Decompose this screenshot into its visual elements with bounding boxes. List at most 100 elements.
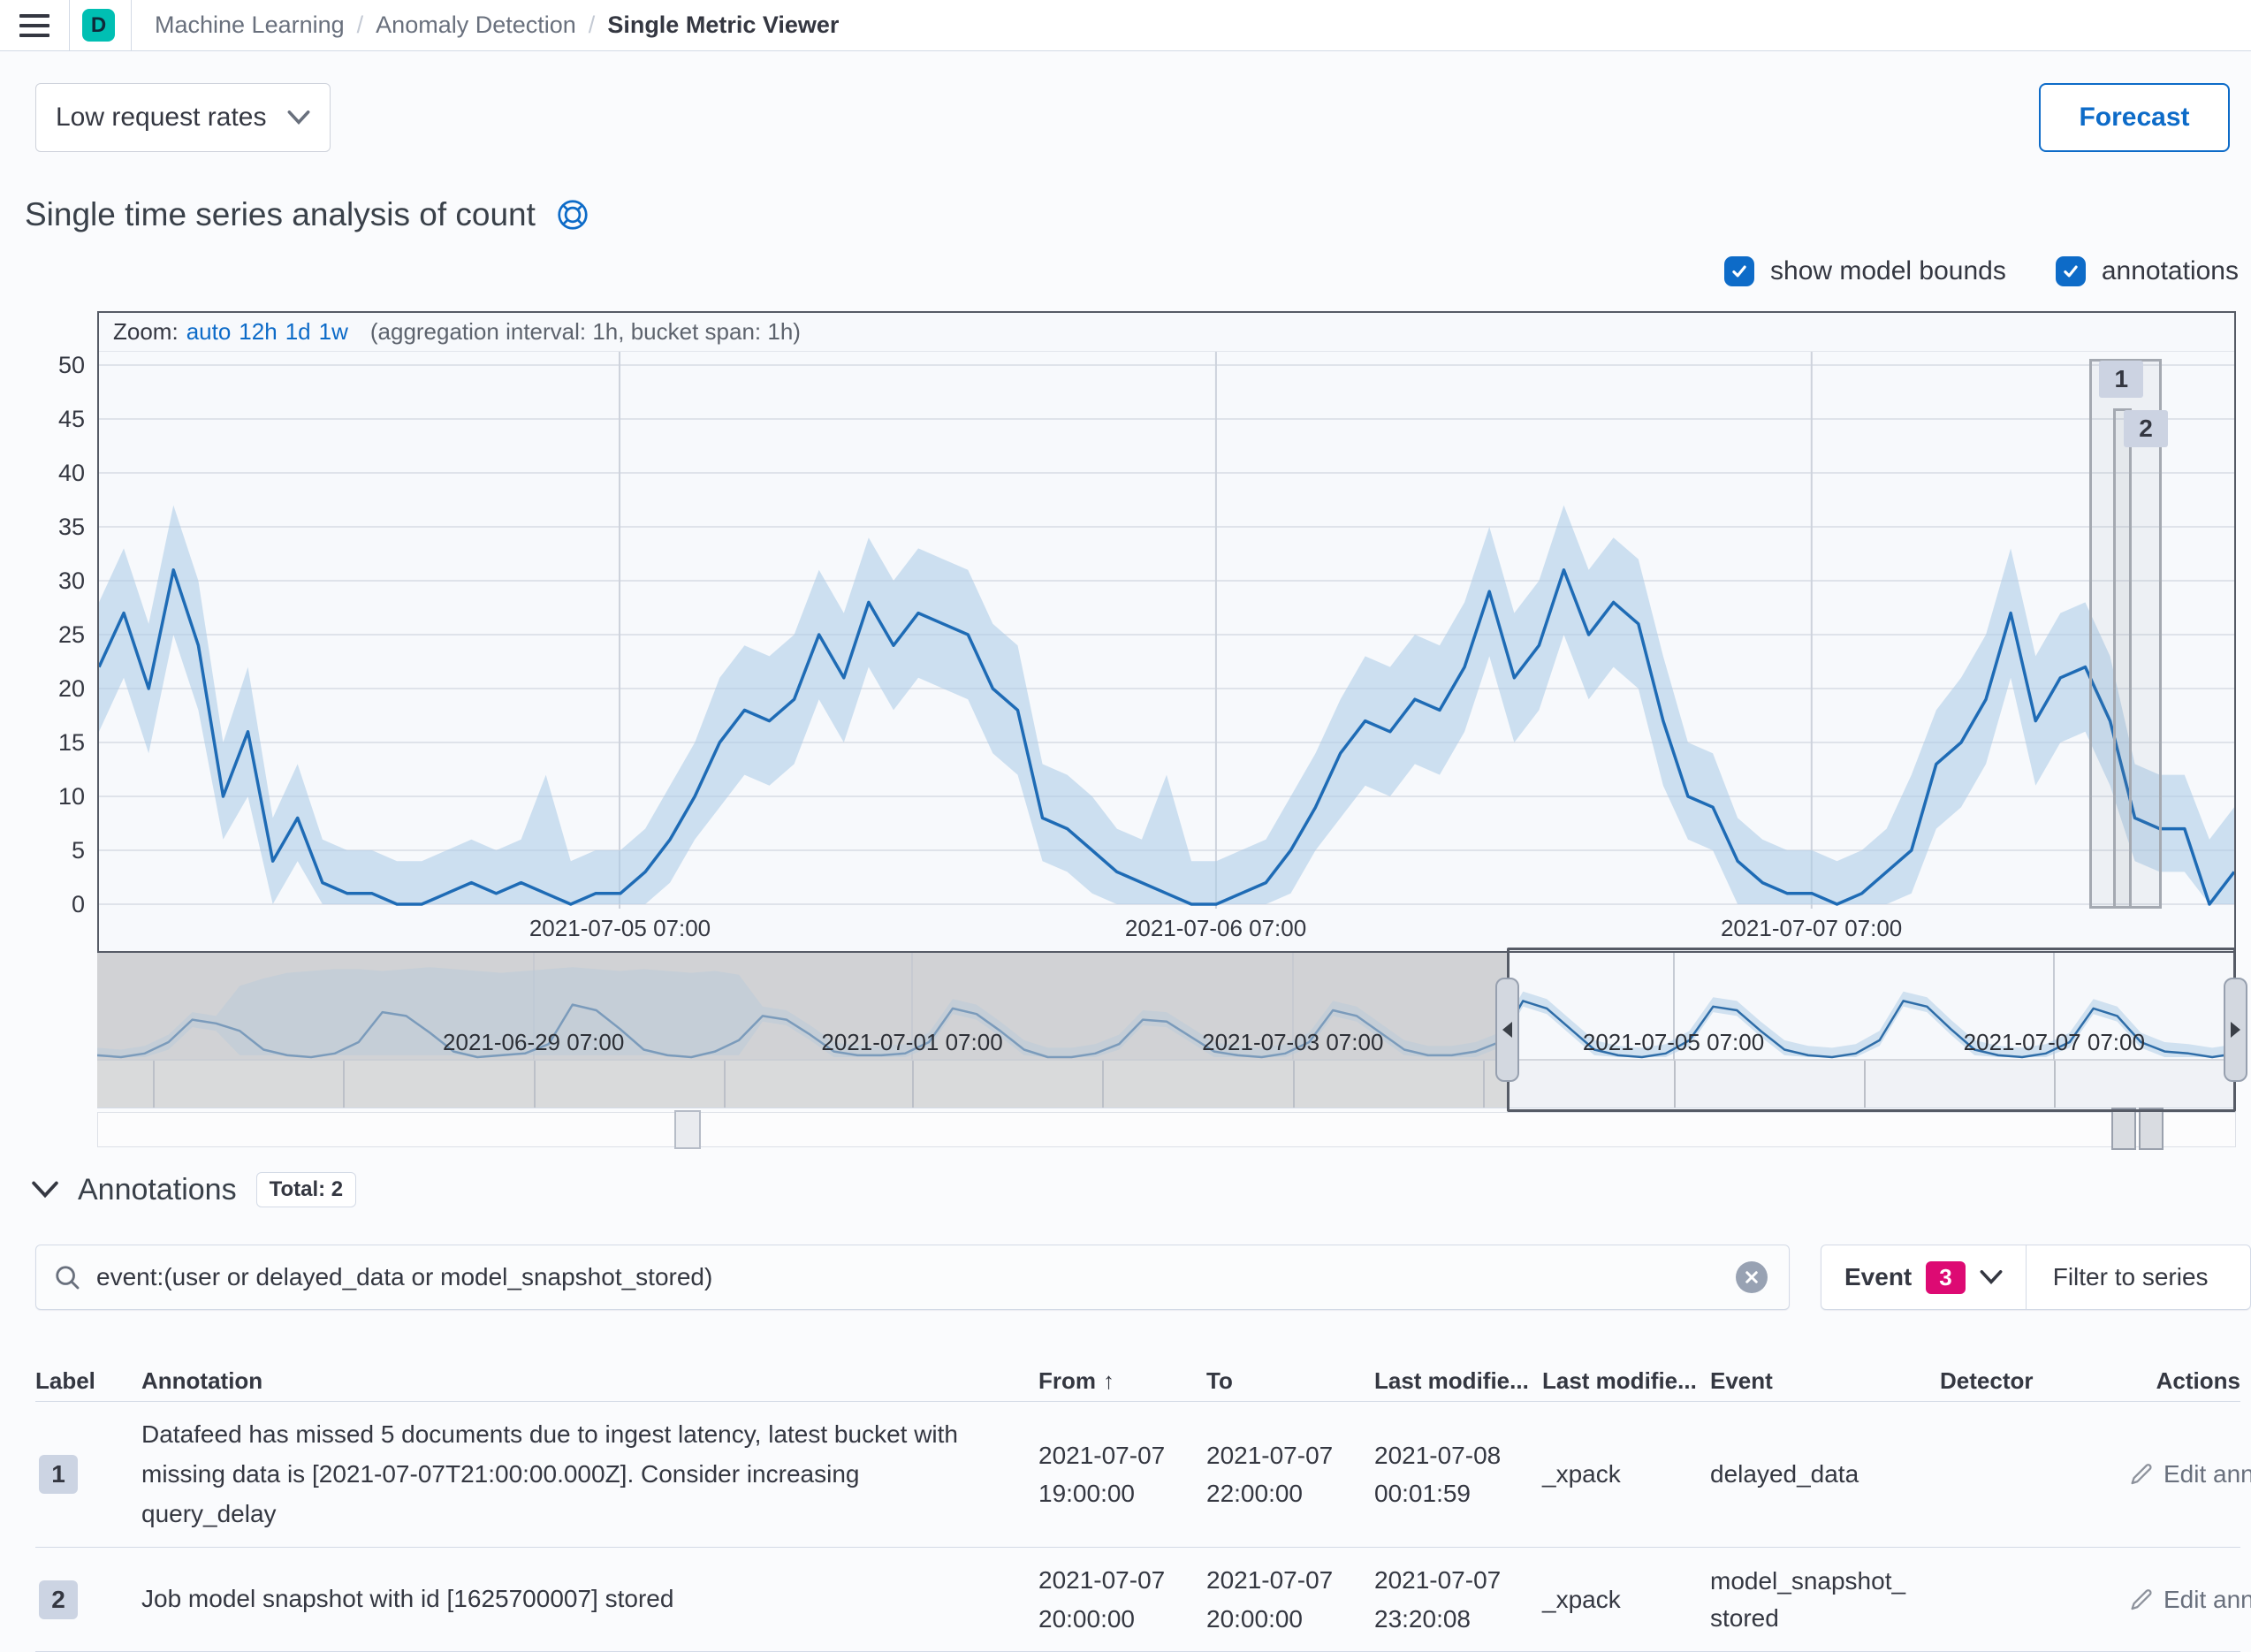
day-separator (912, 1061, 915, 1108)
breadcrumb-anomaly-detection[interactable]: Anomaly Detection (376, 11, 576, 38)
topbar-divider (69, 0, 70, 51)
brush-right-handle[interactable] (2223, 978, 2247, 1082)
zoom-1d-link[interactable]: 1d (285, 318, 311, 345)
annotations-filter-panel: Event 3 Filter to series (1821, 1245, 2251, 1310)
topbar-divider (131, 0, 132, 51)
job-selector-dropdown[interactable]: Low request rates (35, 83, 331, 152)
to-cell: 2021-07-07 20:00:00 (1206, 1566, 1334, 1633)
y-axis-label: 50 (57, 352, 85, 378)
day-separator (152, 1061, 155, 1108)
y-axis: 0 5 10 15 20 25 30 35 40 45 50 (27, 352, 85, 917)
edit-annotation-button[interactable]: Edit annotation (2130, 1460, 2251, 1488)
show-model-bounds-checkbox-group[interactable]: show model bounds (1724, 256, 2006, 286)
annotation-text: Job model snapshot with id [1625700007] … (141, 1585, 674, 1613)
annotation-text: Datafeed has missed 5 documents due to i… (141, 1420, 958, 1527)
collapse-chevron-icon[interactable] (32, 1181, 58, 1199)
filter-to-series-button[interactable]: Filter to series (2025, 1245, 2235, 1309)
annotation-band-1[interactable] (2088, 359, 2162, 909)
column-header-event[interactable]: Event (1710, 1367, 1773, 1394)
annotations-checkbox-group[interactable]: annotations (2055, 256, 2239, 286)
y-axis-label: 25 (57, 621, 85, 648)
context-chart[interactable]: 2021-06-29 07:00 2021-07-01 07:00 2021-0… (97, 948, 2247, 1112)
sort-ascending-icon: ↑ (1103, 1367, 1114, 1394)
last-modified-by-cell: _xpack (1542, 1460, 1621, 1488)
edit-annotation-button[interactable]: Edit annotation (2130, 1586, 2251, 1614)
column-header-annotation[interactable]: Annotation (141, 1367, 263, 1394)
space-avatar[interactable]: D (82, 9, 115, 42)
time-selection-brush[interactable] (1494, 948, 2247, 1112)
event-cell: delayed_data (1710, 1460, 1859, 1488)
breadcrumb-separator: / (356, 11, 364, 38)
day-separator (1673, 1061, 1676, 1108)
anomaly-ring-icon[interactable] (555, 197, 590, 232)
top-navigation-bar: D Machine Learning / Anomaly Detection /… (0, 0, 2251, 51)
focus-chart-svg (99, 352, 2234, 909)
day-separator (533, 1061, 536, 1108)
last-modified-cell: 2021-07-08 00:01:59 (1374, 1441, 1502, 1508)
pencil-icon (2131, 1464, 2152, 1485)
annotations-search-input[interactable] (96, 1263, 1736, 1291)
zoom-1w-link[interactable]: 1w (318, 318, 348, 345)
day-separator (2054, 1061, 2057, 1108)
column-header-detector[interactable]: Detector (1940, 1367, 2034, 1394)
column-header-to[interactable]: To (1206, 1367, 1233, 1394)
track-resize-handle[interactable] (2111, 1108, 2166, 1150)
event-filter-dropdown[interactable]: Event 3 (1821, 1245, 2026, 1309)
annotation-label-chip: 2 (39, 1580, 78, 1619)
day-separator (1863, 1061, 1866, 1108)
from-cell: 2021-07-07 19:00:00 (1038, 1441, 1166, 1508)
day-separator (1483, 1061, 1486, 1108)
pencil-icon (2131, 1588, 2152, 1610)
checkbox-checked-icon[interactable] (2055, 256, 2086, 286)
annotation-band-2[interactable] (2113, 408, 2133, 909)
column-header-from[interactable]: From ↑ (1038, 1367, 1114, 1394)
context-x-axis-label: 2021-06-29 07:00 (443, 1029, 625, 1055)
y-axis-label: 40 (57, 460, 85, 486)
breadcrumb-machine-learning[interactable]: Machine Learning (155, 11, 345, 38)
zoom-auto-link[interactable]: auto (186, 318, 232, 345)
column-header-actions: Actions (2156, 1367, 2240, 1394)
y-axis-label: 30 (57, 567, 85, 594)
annotations-checkbox-label: annotations (2101, 256, 2239, 285)
swimlane[interactable] (97, 1061, 2236, 1108)
context-x-axis-label: 2021-07-01 07:00 (821, 1029, 1003, 1055)
context-x-axis-label: 2021-07-03 07:00 (1202, 1029, 1384, 1055)
track-handle[interactable] (674, 1110, 701, 1149)
swimlane-dimmed-region (97, 1061, 1507, 1108)
aggregation-note: (aggregation interval: 1h, bucket span: … (369, 318, 801, 345)
from-cell: 2021-07-07 20:00:00 (1038, 1566, 1166, 1633)
brush-left-handle[interactable] (1494, 978, 1519, 1082)
event-cell: model_snapshot_stored (1710, 1566, 1906, 1632)
annotation-marker-1[interactable]: 1 (2099, 361, 2144, 398)
breadcrumb-current-page: Single Metric Viewer (607, 11, 840, 38)
focus-chart[interactable]: 1 2 (99, 352, 2234, 909)
forecast-button[interactable]: Forecast (2039, 83, 2230, 152)
breadcrumb: Machine Learning / Anomaly Detection / S… (155, 11, 839, 39)
context-x-axis-label: 2021-07-05 07:00 (1582, 1029, 1765, 1055)
column-header-last-modified-by[interactable]: Last modifie... (1542, 1367, 1697, 1394)
context-chart-svg (97, 953, 2236, 1061)
focus-x-axis: 2021-07-05 07:00 2021-07-06 07:00 2021-0… (99, 909, 2234, 948)
last-modified-by-cell: _xpack (1542, 1585, 1621, 1613)
checkbox-checked-icon[interactable] (1724, 256, 1755, 286)
x-axis-label: 2021-07-07 07:00 (1720, 915, 1903, 941)
breadcrumb-separator: / (588, 11, 596, 38)
chevron-down-icon (287, 110, 310, 125)
column-header-label[interactable]: Label (35, 1367, 95, 1394)
annotation-marker-2[interactable]: 2 (2124, 410, 2169, 447)
annotations-table: Label Annotation From ↑ To Last modifie..… (35, 1361, 2251, 1652)
annotation-brush-track[interactable] (97, 1108, 2236, 1150)
day-separator (1102, 1061, 1105, 1108)
search-icon (56, 1266, 80, 1290)
page-title: Single time series analysis of count (25, 196, 536, 232)
chevron-down-icon (1980, 1270, 2003, 1284)
column-header-last-modified[interactable]: Last modifie... (1374, 1367, 1529, 1394)
job-selector-value: Low request rates (56, 103, 267, 132)
event-filter-label: Event (1844, 1263, 1913, 1290)
x-axis-label: 2021-07-05 07:00 (529, 915, 711, 941)
triangle-right-icon (2230, 1022, 2240, 1038)
zoom-12h-link[interactable]: 12h (239, 318, 278, 345)
triangle-left-icon (1502, 1022, 1512, 1038)
clear-search-icon[interactable] (1736, 1261, 1768, 1293)
menu-toggle-icon[interactable] (19, 13, 49, 37)
